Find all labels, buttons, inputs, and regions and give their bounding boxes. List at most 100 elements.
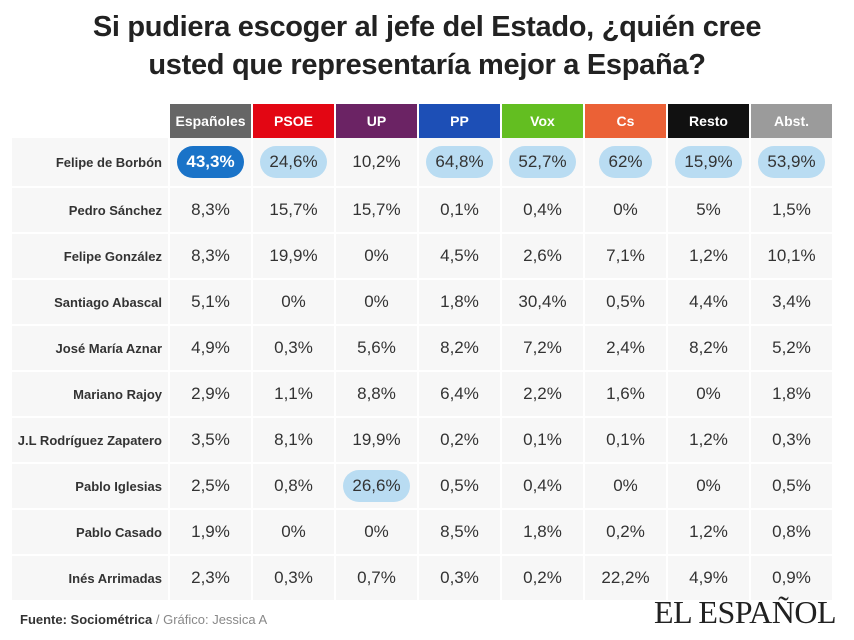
table-cell: 0,1% <box>502 418 585 464</box>
table-cell: 1,2% <box>668 234 751 280</box>
cell-value: 15,7% <box>352 200 401 219</box>
table-cell: 0,3% <box>253 326 336 372</box>
table-cell: 8,3% <box>170 234 253 280</box>
column-header: PP <box>419 104 502 138</box>
table-cell: 0,3% <box>751 418 834 464</box>
table-cell: 1,8% <box>502 510 585 556</box>
cell-value: 0,1% <box>523 430 562 449</box>
table-cell: 4,4% <box>668 280 751 326</box>
table-cell: 0,7% <box>336 556 419 602</box>
separator: / <box>155 612 160 627</box>
cell-value: 0% <box>364 246 389 265</box>
table-cell: 0% <box>253 280 336 326</box>
cell-value: 0,5% <box>772 476 811 495</box>
row-label: Pablo Casado <box>12 510 170 556</box>
table-row: Pablo Casado 1,9% 0% 0% 8,5% 1,8% 0,2% 1,2% 0,8% <box>12 510 834 556</box>
table-cell: 10,2% <box>336 138 419 188</box>
table-body: Felipe de Borbón 43,3% 24,6% 10,2% 64,8% 52,7… <box>12 138 834 602</box>
highlighted-value: 43,3% <box>177 146 244 178</box>
table-cell: 3,5% <box>170 418 253 464</box>
cell-value: 10,1% <box>767 246 816 265</box>
cell-value: 0,5% <box>440 476 479 495</box>
cell-value: 8,2% <box>689 338 728 357</box>
table-row: Mariano Rajoy 2,9% 1,1% 8,8% 6,4% 2,2% 1,6% 0% 1… <box>12 372 834 418</box>
table-cell: 2,4% <box>585 326 668 372</box>
source-note: Fuente: Sociométrica / Gráfico: Jessica … <box>20 612 267 627</box>
table-cell: 7,1% <box>585 234 668 280</box>
table-row: Pedro Sánchez 8,3% 15,7% 15,7% 0,1% 0,4% 0% 5% 1… <box>12 188 834 234</box>
cell-value: 10,2% <box>352 152 401 171</box>
cell-value: 1,8% <box>440 292 479 311</box>
cell-value: 0,5% <box>606 292 645 311</box>
table-row: Santiago Abascal 5,1% 0% 0% 1,8% 30,4% 0,5% 4,4… <box>12 280 834 326</box>
highlighted-value: 26,6% <box>343 470 410 502</box>
table-cell: 62% <box>585 138 668 188</box>
table-cell: 0% <box>668 464 751 510</box>
table-cell: 0,5% <box>751 464 834 510</box>
table-cell: 4,5% <box>419 234 502 280</box>
table-cell: 19,9% <box>336 418 419 464</box>
table-cell: 3,4% <box>751 280 834 326</box>
table-cell: 53,9% <box>751 138 834 188</box>
cell-value: 1,8% <box>523 522 562 541</box>
table-cell: 2,2% <box>502 372 585 418</box>
cell-value: 4,9% <box>689 568 728 587</box>
header-row: Españoles PSOE UP PP Vox Cs Resto Abst. <box>12 104 834 138</box>
table-cell: 64,8% <box>419 138 502 188</box>
table-cell: 4,9% <box>170 326 253 372</box>
cell-value: 15,7% <box>269 200 318 219</box>
table-cell: 0,2% <box>502 556 585 602</box>
table-cell: 1,5% <box>751 188 834 234</box>
column-header: UP <box>336 104 419 138</box>
cell-value: 4,4% <box>689 292 728 311</box>
table-cell: 8,2% <box>668 326 751 372</box>
table-row: Pablo Iglesias 2,5% 0,8% 26,6% 0,5% 0,4% 0% 0% 0… <box>12 464 834 510</box>
table-cell: 0% <box>668 372 751 418</box>
table-cell: 0,2% <box>585 510 668 556</box>
cell-value: 8,5% <box>440 522 479 541</box>
cell-value: 19,9% <box>352 430 401 449</box>
title-line-2: usted que representaría mejor a España? <box>148 49 706 81</box>
cell-value: 22,2% <box>601 568 650 587</box>
highlighted-value: 53,9% <box>758 146 825 178</box>
table-cell: 22,2% <box>585 556 668 602</box>
table-cell: 8,3% <box>170 188 253 234</box>
cell-value: 1,2% <box>689 522 728 541</box>
row-label: Pedro Sánchez <box>12 188 170 234</box>
highlighted-value: 62% <box>599 146 652 178</box>
cell-value: 0,4% <box>523 476 562 495</box>
cell-value: 2,3% <box>191 568 230 587</box>
table-cell: 0,4% <box>502 464 585 510</box>
cell-value: 0,1% <box>440 200 479 219</box>
cell-value: 5,2% <box>772 338 811 357</box>
cell-value: 8,3% <box>191 246 230 265</box>
cell-value: 2,9% <box>191 384 230 403</box>
highlighted-value: 64,8% <box>426 146 493 178</box>
el-espanol-logo: EL ESPAÑOL <box>654 594 836 630</box>
cell-value: 2,5% <box>191 476 230 495</box>
table-cell: 0,9% <box>751 556 834 602</box>
results-table: Españoles PSOE UP PP Vox Cs Resto Abst. Felipe … <box>12 104 834 602</box>
column-header: Resto <box>668 104 751 138</box>
cell-value: 5% <box>696 200 721 219</box>
highlighted-value: 24,6% <box>260 146 327 178</box>
table-cell: 1,1% <box>253 372 336 418</box>
cell-value: 0% <box>281 292 306 311</box>
cell-value: 8,3% <box>191 200 230 219</box>
table-cell: 1,9% <box>170 510 253 556</box>
cell-value: 0% <box>696 384 721 403</box>
table-cell: 0,4% <box>502 188 585 234</box>
cell-value: 0,3% <box>772 430 811 449</box>
cell-value: 1,2% <box>689 246 728 265</box>
cell-value: 3,5% <box>191 430 230 449</box>
table-cell: 0,8% <box>253 464 336 510</box>
row-label: Felipe González <box>12 234 170 280</box>
table-cell: 0,8% <box>751 510 834 556</box>
table-cell: 1,2% <box>668 510 751 556</box>
cell-value: 2,4% <box>606 338 645 357</box>
table-cell: 0,2% <box>419 418 502 464</box>
table-cell: 5,6% <box>336 326 419 372</box>
cell-value: 0% <box>696 476 721 495</box>
cell-value: 0,1% <box>606 430 645 449</box>
table-cell: 0% <box>585 188 668 234</box>
